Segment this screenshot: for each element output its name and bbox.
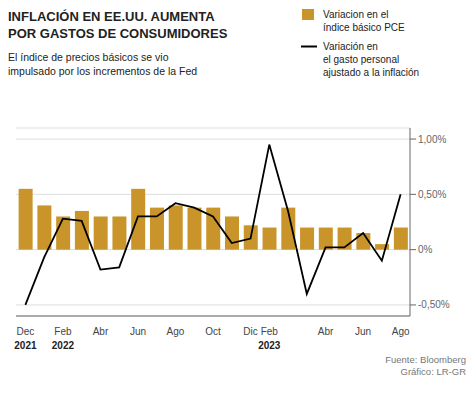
html-text:el gasto personal: el gasto personal [323,54,400,65]
html-text:impulsado por los incrementos: impulsado por los incrementos de la Fed [8,65,198,77]
svg-text:0%: 0% [418,244,433,255]
svg-text:Abr: Abr [318,326,334,337]
svg-text:2022: 2022 [52,340,75,350]
html-text:Variación en: Variación en [323,41,378,52]
html-text:ajustado a la inflación: ajustado a la inflación [323,67,420,78]
svg-text:Dic: Dic [243,326,257,337]
html-text:Gráfico: LR-GR: Gráfico: LR-GR [400,366,466,377]
svg-text:Oct: Oct [205,326,221,337]
html-text:Variacion en el: Variacion en el [323,9,389,20]
svg-text:2023: 2023 [258,340,281,350]
html-text:índice básico PCE: índice básico PCE [323,22,405,33]
html-text:El índice de precios básicos s: El índice de precios básicos se vio [8,51,169,63]
svg-text:Feb: Feb [261,326,279,337]
svg-text:Feb: Feb [54,326,72,337]
svg-text:Dec: Dec [16,326,34,337]
svg-text:1,00%: 1,00% [418,134,446,145]
svg-text:2021: 2021 [14,340,37,350]
svg-text:Jun: Jun [355,326,371,337]
html-text:Fuente: Bloomberg: Fuente: Bloomberg [385,354,466,365]
svg-text:Ago: Ago [392,326,410,337]
svg-text:0,50%: 0,50% [418,189,446,200]
html-text:INFLACIÓN EN EE.UU. AUMENTA: INFLACIÓN EN EE.UU. AUMENTA [8,9,215,24]
svg-text:Ago: Ago [167,326,185,337]
html-text:POR GASTOS DE CONSUMIDORES: POR GASTOS DE CONSUMIDORES [8,26,228,41]
svg-text:Abr: Abr [93,326,109,337]
svg-text:Jun: Jun [130,326,146,337]
svg-text:-0,50%: -0,50% [418,299,450,310]
